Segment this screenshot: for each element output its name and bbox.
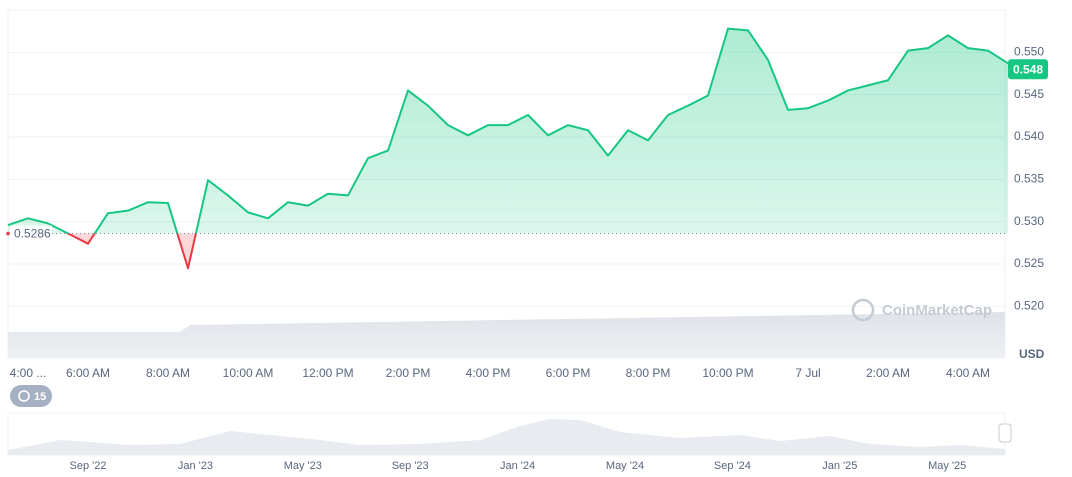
x-tick-label: 2:00 PM <box>386 366 431 380</box>
navigator-label: Jan '24 <box>500 460 535 472</box>
baseline-label: 0.5286 <box>14 227 51 241</box>
navigator-handle[interactable] <box>998 423 1012 443</box>
x-tick-label: 12:00 PM <box>302 366 353 380</box>
baseline-dot <box>6 231 10 236</box>
x-tick-label: 2:00 AM <box>866 366 910 380</box>
navigator-label: May '24 <box>606 460 644 472</box>
x-tick-label: 10:00 PM <box>702 366 753 380</box>
y-tick-label: 0.540 <box>1014 129 1044 143</box>
navigator-label: Sep '22 <box>70 460 107 472</box>
x-tick-label: 4:00 AM <box>946 366 990 380</box>
baseline-label-bg <box>10 225 52 242</box>
navigator-label: May '23 <box>284 460 322 472</box>
y-tick-label: 0.535 <box>1014 172 1044 186</box>
badge-text: 15 <box>34 391 46 403</box>
y-tick-label: 0.550 <box>1014 45 1044 59</box>
y-tick-label: 0.530 <box>1014 214 1044 228</box>
badge[interactable]: 15 <box>10 385 52 407</box>
x-tick-label: 6:00 PM <box>546 366 591 380</box>
navigator-label: Sep '24 <box>714 460 751 472</box>
last-value-badge <box>1008 59 1048 80</box>
x-tick-label: 7 Jul <box>795 366 820 380</box>
navigator-area <box>8 419 1005 455</box>
x-tick-label: 6:00 AM <box>66 366 110 380</box>
navigator-label: Jan '23 <box>178 460 213 472</box>
y-tick-label: 0.545 <box>1014 87 1044 101</box>
watermark: CoinMarketCap <box>851 298 992 322</box>
x-tick-label: 4:00 PM <box>466 366 511 380</box>
y-tick-label: 0.520 <box>1014 299 1044 313</box>
volume-area <box>8 312 1005 358</box>
x-tick-label: 8:00 AM <box>146 366 190 380</box>
x-tick-label: 10:00 AM <box>223 366 274 380</box>
area-up <box>8 28 1008 234</box>
y-tick-label: 0.525 <box>1014 256 1044 270</box>
x-tick-label: 8:00 PM <box>626 366 671 380</box>
currency-label: USD <box>1019 347 1045 361</box>
watermark-text: CoinMarketCap <box>882 302 992 319</box>
last-value-label: 0.548 <box>1013 62 1043 76</box>
navigator-label: May '25 <box>928 460 966 472</box>
navigator-label: Sep '23 <box>392 460 429 472</box>
navigator-label: Jan '25 <box>822 460 857 472</box>
x-tick-label: 4:00 ... <box>10 366 47 380</box>
price-line <box>7 27 1009 270</box>
